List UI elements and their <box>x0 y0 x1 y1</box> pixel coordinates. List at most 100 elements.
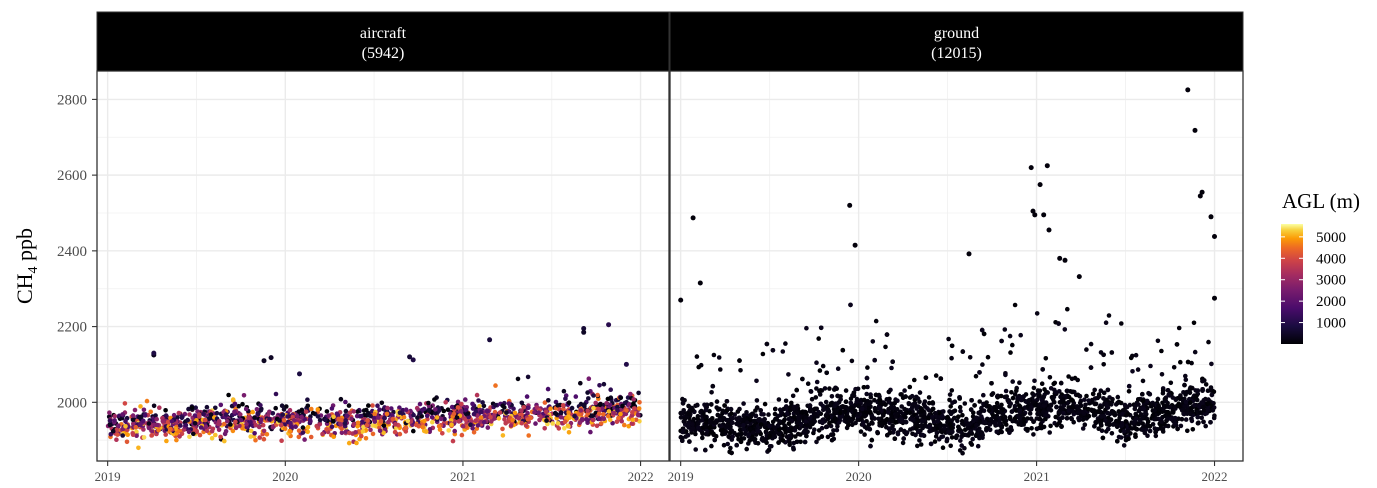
data-point <box>1206 401 1212 406</box>
data-point <box>1212 295 1217 301</box>
data-point <box>1041 212 1047 218</box>
data-point <box>1140 421 1145 426</box>
data-point <box>864 410 869 415</box>
data-point <box>920 432 925 438</box>
data-point <box>819 425 825 431</box>
data-point <box>1153 416 1159 422</box>
data-point <box>1082 397 1087 403</box>
data-point <box>1147 428 1153 434</box>
data-point <box>862 402 868 408</box>
data-point <box>279 438 284 444</box>
data-point <box>606 322 612 328</box>
data-point <box>992 420 998 426</box>
data-point <box>1077 393 1083 399</box>
data-point <box>607 402 613 408</box>
data-point <box>1133 403 1138 409</box>
data-point <box>1043 356 1049 361</box>
data-point <box>1040 367 1045 372</box>
data-point <box>250 409 255 415</box>
data-point <box>1008 401 1013 406</box>
data-point <box>786 421 792 426</box>
data-point <box>1133 352 1139 358</box>
data-point <box>537 417 542 423</box>
data-point <box>442 416 447 422</box>
data-point <box>835 393 840 399</box>
data-point <box>979 405 984 411</box>
data-point <box>618 411 623 417</box>
data-point <box>912 377 917 383</box>
data-point <box>449 422 454 428</box>
data-point <box>744 420 750 425</box>
data-point <box>497 410 503 415</box>
data-point <box>474 392 480 398</box>
data-point <box>192 421 198 426</box>
data-point <box>355 420 361 426</box>
data-point <box>714 399 720 404</box>
data-point <box>873 318 879 324</box>
data-point <box>1105 387 1111 393</box>
data-point <box>1130 369 1135 374</box>
data-point <box>270 425 276 430</box>
data-point <box>960 349 966 354</box>
data-point <box>579 417 585 422</box>
data-point <box>903 394 908 399</box>
data-point <box>835 424 840 429</box>
data-point <box>221 421 227 427</box>
data-point <box>107 422 113 428</box>
data-point <box>987 422 993 427</box>
data-point <box>238 412 243 417</box>
facet-strip <box>96 11 670 72</box>
data-point <box>1098 388 1104 394</box>
data-point <box>1036 394 1041 399</box>
data-point <box>872 405 878 411</box>
data-point <box>770 419 776 425</box>
data-point <box>636 412 641 418</box>
data-point <box>204 404 210 410</box>
data-point <box>1043 416 1048 422</box>
data-point <box>1099 428 1105 434</box>
data-point <box>621 411 627 417</box>
data-point <box>218 402 224 408</box>
data-point <box>780 349 786 354</box>
data-point <box>777 419 782 424</box>
data-point <box>776 431 782 437</box>
data-point <box>966 433 971 438</box>
colorbar <box>1281 224 1303 344</box>
data-point <box>843 409 848 414</box>
data-point <box>907 384 913 390</box>
data-point <box>971 418 976 424</box>
data-point <box>812 415 817 421</box>
data-point <box>909 393 915 399</box>
data-point <box>940 434 946 439</box>
data-point <box>776 397 782 402</box>
data-point <box>287 407 293 413</box>
data-point <box>1165 416 1170 422</box>
data-point <box>720 431 725 437</box>
data-point <box>784 404 789 409</box>
data-point <box>225 418 230 424</box>
data-point <box>926 415 931 421</box>
data-point <box>1098 419 1104 425</box>
data-point <box>253 422 259 428</box>
data-point <box>268 355 274 361</box>
data-point <box>329 406 335 411</box>
data-point <box>1070 409 1075 414</box>
data-point <box>1175 403 1181 408</box>
data-point <box>1185 87 1191 93</box>
data-point <box>1069 397 1074 403</box>
data-point <box>481 403 487 409</box>
data-point <box>734 442 739 448</box>
data-point <box>562 426 567 431</box>
data-point <box>812 427 817 433</box>
data-point <box>144 398 150 404</box>
data-point <box>282 426 288 432</box>
data-point <box>372 415 377 421</box>
data-point <box>1150 403 1155 408</box>
data-point <box>218 434 223 440</box>
data-point <box>1143 410 1148 416</box>
data-point <box>1119 321 1124 326</box>
data-point <box>601 412 606 417</box>
data-point <box>1168 404 1173 410</box>
data-point <box>599 406 605 411</box>
data-point <box>637 400 642 405</box>
